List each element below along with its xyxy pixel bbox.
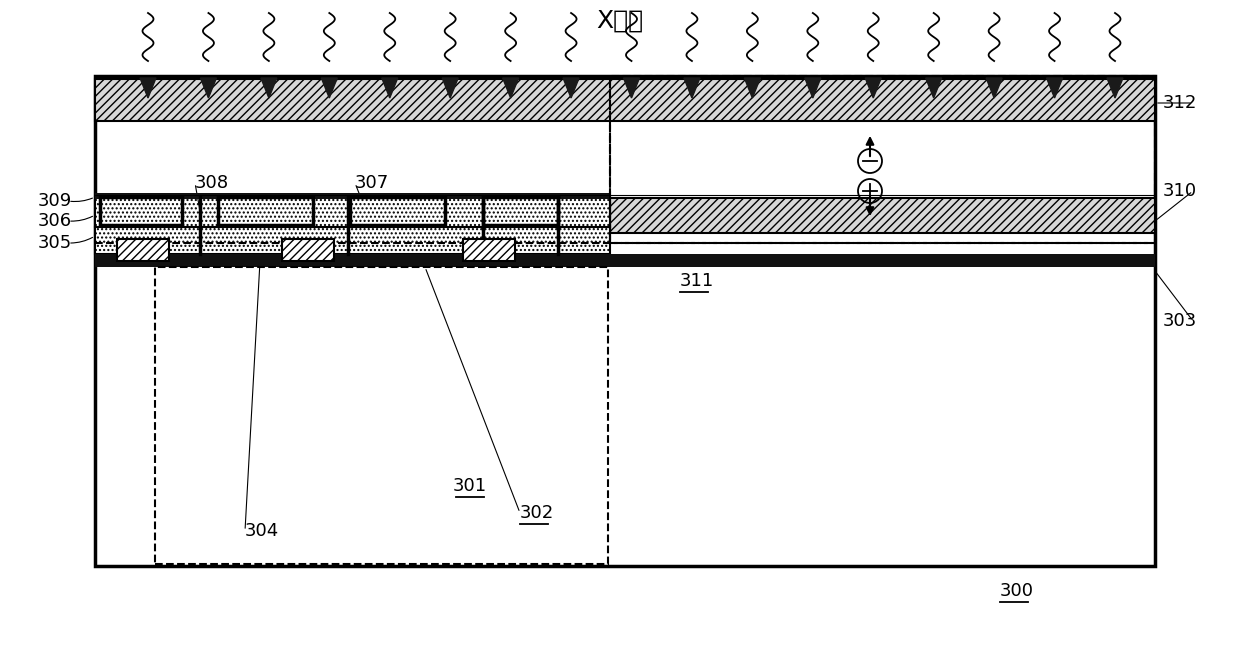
Bar xyxy=(218,197,312,225)
Bar xyxy=(95,76,1154,566)
Polygon shape xyxy=(744,78,760,98)
Bar xyxy=(463,239,515,261)
Bar xyxy=(95,193,610,199)
Text: 304: 304 xyxy=(246,522,279,540)
Polygon shape xyxy=(260,78,277,98)
Polygon shape xyxy=(321,78,337,98)
Text: 310: 310 xyxy=(1163,182,1197,200)
Bar xyxy=(95,197,610,254)
Polygon shape xyxy=(443,78,459,98)
Bar xyxy=(117,239,169,261)
Polygon shape xyxy=(563,78,579,98)
Text: 307: 307 xyxy=(355,174,389,192)
Polygon shape xyxy=(201,78,217,98)
Text: 309: 309 xyxy=(38,192,72,210)
Text: 301: 301 xyxy=(453,477,487,495)
Polygon shape xyxy=(1047,78,1063,98)
Text: 302: 302 xyxy=(520,504,554,522)
Polygon shape xyxy=(684,78,699,98)
Text: 311: 311 xyxy=(680,272,714,290)
Text: 305: 305 xyxy=(38,234,72,252)
Text: 303: 303 xyxy=(1163,312,1198,330)
Polygon shape xyxy=(1107,78,1123,98)
Bar xyxy=(350,197,445,225)
Polygon shape xyxy=(140,78,156,98)
Bar xyxy=(610,76,1154,243)
Text: 300: 300 xyxy=(999,582,1034,600)
Polygon shape xyxy=(986,78,1002,98)
Polygon shape xyxy=(624,78,640,98)
Text: 308: 308 xyxy=(195,174,229,192)
Bar xyxy=(95,79,1154,121)
Polygon shape xyxy=(926,78,941,98)
Bar xyxy=(610,198,1154,233)
Polygon shape xyxy=(805,78,821,98)
Bar xyxy=(100,197,182,225)
Bar xyxy=(95,254,1154,267)
Text: X射线: X射线 xyxy=(596,9,644,33)
Polygon shape xyxy=(382,78,398,98)
Polygon shape xyxy=(502,78,518,98)
Bar xyxy=(281,239,334,261)
Text: 312: 312 xyxy=(1163,94,1198,112)
Text: 306: 306 xyxy=(38,212,72,230)
Bar xyxy=(484,197,558,225)
Bar xyxy=(155,267,608,564)
Polygon shape xyxy=(866,78,882,98)
